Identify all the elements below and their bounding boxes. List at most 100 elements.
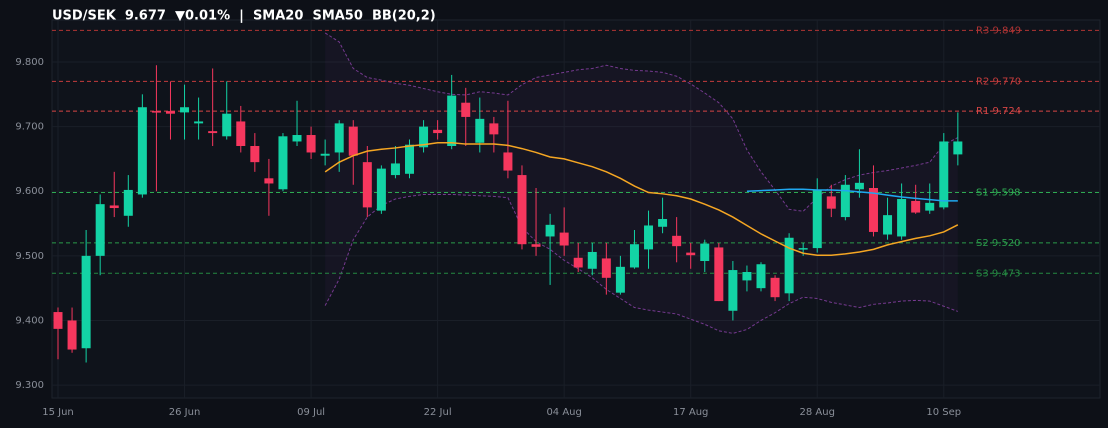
candle-body [770,277,780,298]
candle-body [334,123,344,153]
candle-body [925,202,935,211]
candle-body [812,189,822,249]
level-value: 9.520 [992,238,1021,249]
level-name: S2 [976,238,989,249]
candle-body [573,257,583,268]
overlay-line [324,142,959,256]
candle-body [236,121,246,146]
candle-body [67,320,77,350]
candle-body [784,237,794,294]
candle-body [222,113,232,137]
candle-body [208,131,218,134]
candle-body [348,126,358,156]
candle-body [180,107,190,113]
candle-body [95,204,105,256]
level-label: R1 9.724 [976,106,1021,117]
candle-body [517,175,527,245]
candle-body [700,243,710,262]
candle-body [489,123,499,135]
y-tick-label: 9.500 [15,251,44,262]
level-label: S1 9.598 [976,188,1021,199]
level-label: S3 9.473 [976,268,1021,279]
candle-body [587,251,597,269]
level-name: R1 [976,106,989,117]
candle-body [559,232,569,246]
band-fill [325,32,958,334]
level-value: 9.724 [993,106,1022,117]
candle-body [798,248,808,250]
x-tick-label: 22 Jul [424,407,452,418]
candle-body [53,312,63,329]
candle-body [826,196,836,209]
candle-body [615,266,625,293]
candle-body [419,126,429,148]
candle-body [601,258,611,278]
candle-body [447,95,457,146]
level-label: R3 9.849 [976,25,1021,36]
y-tick-label: 9.300 [15,380,44,391]
level-name: S1 [976,188,989,199]
level-label: R2 9.770 [976,76,1021,87]
candle-body [292,135,302,142]
candle-body [953,141,963,155]
x-tick-label: 04 Aug [546,407,581,418]
level-value: 9.849 [993,25,1022,36]
overlay-line [746,188,958,202]
candle-body [151,111,161,113]
candle-body [278,136,288,190]
candle-body [854,182,864,190]
y-tick-label: 9.600 [15,186,44,197]
candle-body [939,141,949,208]
level-name: R3 [976,25,989,36]
x-tick-label: 10 Sep [926,407,961,418]
x-tick-label: 28 Aug [800,407,835,418]
candle-body [545,224,555,237]
candle-body [897,198,907,237]
candle-body [868,188,878,232]
candle-body [250,146,260,163]
y-tick-label: 9.700 [15,122,44,133]
candle-body [81,255,91,349]
y-tick-label: 9.400 [15,315,44,326]
candle-body [686,252,696,256]
y-tick-label: 9.800 [15,57,44,68]
candle-body [362,162,372,208]
band-upper [324,32,959,212]
candle-body [123,189,133,216]
x-tick-label: 26 Jun [169,407,201,418]
candle-body [320,153,330,156]
candle-body [883,215,893,235]
candle-body [644,225,654,250]
candle-body [376,168,386,211]
candle-body [672,235,682,247]
x-tick-label: 17 Aug [673,407,708,418]
candle-body [911,200,921,213]
candle-body [306,135,316,153]
candle-body [503,152,513,171]
candle-body [165,111,175,114]
level-value: 9.473 [992,268,1021,279]
candle-body [137,107,147,195]
chart-title: USD/SEK 9.677 ▼0.01% | SMA20 SMA50 BB(20… [52,9,436,24]
level-value: 9.598 [992,188,1021,199]
candle-body [629,244,639,268]
candle-body [531,244,541,247]
candle-body [390,163,400,176]
candle-body [742,272,752,281]
candle-body [714,247,724,302]
x-tick-label: 15 Jun [42,407,74,418]
candle-body [475,118,485,143]
candle-body [405,144,414,174]
candle-body [840,184,850,218]
band-lower [324,193,959,334]
candle-body [461,102,471,117]
candle-body [433,129,443,134]
level-name: S3 [976,268,989,279]
candle-body [658,219,668,227]
candle-body [264,178,274,184]
candle-body [194,121,204,124]
candle-body [728,270,738,311]
level-label: S2 9.520 [976,238,1021,249]
candle-body [756,264,766,289]
